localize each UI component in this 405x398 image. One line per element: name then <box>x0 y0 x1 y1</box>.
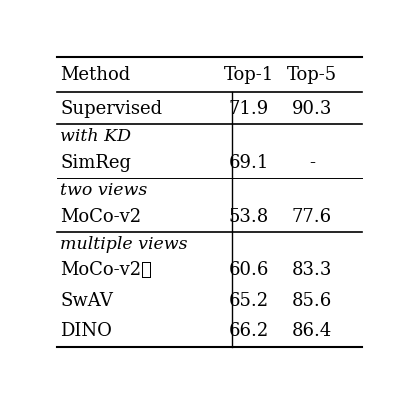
Text: SimReg: SimReg <box>60 154 131 172</box>
Text: 90.3: 90.3 <box>291 100 331 118</box>
Text: Top-1: Top-1 <box>223 66 273 84</box>
Text: 66.2: 66.2 <box>228 322 269 340</box>
Text: Method: Method <box>60 66 130 84</box>
Text: 85.6: 85.6 <box>291 292 331 310</box>
Text: 83.3: 83.3 <box>291 261 331 279</box>
Text: DINO: DINO <box>60 322 112 340</box>
Text: Top-5: Top-5 <box>286 66 336 84</box>
Text: 65.2: 65.2 <box>228 292 269 310</box>
Text: MoCo-v2: MoCo-v2 <box>60 207 141 226</box>
Text: 60.6: 60.6 <box>228 261 269 279</box>
Text: 71.9: 71.9 <box>228 100 269 118</box>
Text: multiple views: multiple views <box>60 236 187 253</box>
Text: 53.8: 53.8 <box>228 207 269 226</box>
Text: 69.1: 69.1 <box>228 154 269 172</box>
Text: 77.6: 77.6 <box>291 207 331 226</box>
Text: with KD: with KD <box>60 128 131 145</box>
Text: Supervised: Supervised <box>60 100 162 118</box>
Text: SwAV: SwAV <box>60 292 113 310</box>
Text: -: - <box>308 154 314 172</box>
Text: 86.4: 86.4 <box>291 322 331 340</box>
Text: two views: two views <box>60 182 147 199</box>
Text: MoCo-v2⋆: MoCo-v2⋆ <box>60 261 152 279</box>
